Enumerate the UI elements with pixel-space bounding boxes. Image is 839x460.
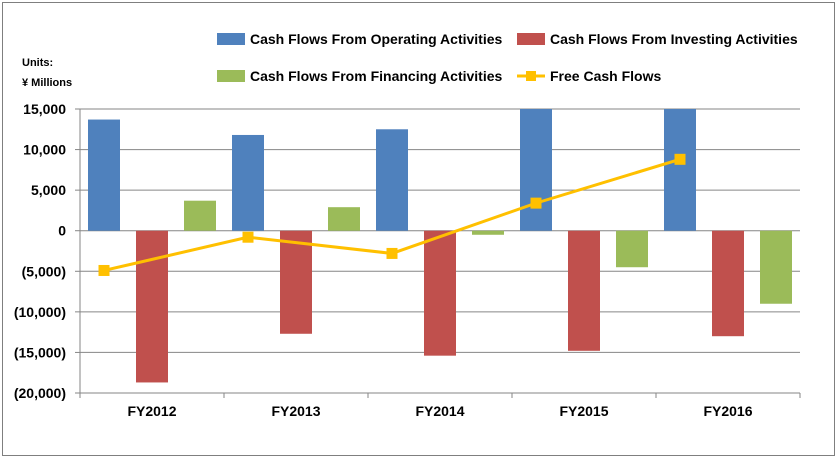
bar-financing xyxy=(472,230,504,235)
legend-item-investing: Cash Flows From Investing Activities xyxy=(517,31,798,47)
free-cash-flow-point xyxy=(98,264,110,276)
x-axis: FY2012 FY2013 FY2014 FY2015 FY2016 xyxy=(79,392,801,419)
free-cash-flow-line xyxy=(98,153,686,276)
x-tick-label: FY2014 xyxy=(415,403,464,419)
free-cash-flow-point xyxy=(386,247,398,259)
y-tick-label: 0 xyxy=(58,223,66,239)
legend-swatch-investing xyxy=(517,33,545,45)
bar-operating xyxy=(376,129,408,231)
legend-swatch-financing xyxy=(217,70,245,82)
bar-investing xyxy=(280,230,312,334)
legend-swatch-operating xyxy=(217,33,245,45)
y-tick-label: (20,000) xyxy=(14,385,66,401)
legend-label-free-cash-flows: Free Cash Flows xyxy=(550,68,661,84)
legend-label-financing: Cash Flows From Financing Activities xyxy=(250,68,503,84)
bar-financing xyxy=(760,230,792,304)
bar-investing xyxy=(712,230,744,337)
bar-investing xyxy=(568,230,600,351)
units-label: Units: xyxy=(22,57,53,69)
bar-operating xyxy=(232,134,264,231)
y-tick-label: (5,000) xyxy=(22,263,66,279)
legend-marker-free-cash-flows xyxy=(526,71,536,81)
x-tick-label: FY2015 xyxy=(559,403,608,419)
bar-investing xyxy=(424,230,456,356)
legend-label-operating: Cash Flows From Operating Activities xyxy=(250,31,503,47)
legend-label-investing: Cash Flows From Investing Activities xyxy=(550,31,798,47)
free-cash-flow-point xyxy=(242,231,254,243)
bar-financing xyxy=(184,200,216,231)
bar-financing xyxy=(616,230,648,268)
bars xyxy=(88,109,792,383)
free-cash-flow-point xyxy=(530,197,542,209)
bar-operating xyxy=(664,109,696,231)
x-tick-label: FY2016 xyxy=(703,403,752,419)
y-tick-label: (10,000) xyxy=(14,304,66,320)
legend: Cash Flows From Operating Activities Cas… xyxy=(217,31,798,84)
units-value: ¥ Millions xyxy=(22,77,72,89)
y-tick-label: 5,000 xyxy=(31,182,66,198)
x-tick-label: FY2012 xyxy=(127,403,176,419)
x-tick-label: FY2013 xyxy=(271,403,320,419)
bar-operating xyxy=(520,109,552,231)
y-tick-label: 10,000 xyxy=(23,142,66,158)
y-axis: 15,000 10,000 5,000 0 (5,000) (10,000) (15,000… xyxy=(14,101,81,401)
free-cash-flow-point xyxy=(674,153,686,165)
legend-item-operating: Cash Flows From Operating Activities xyxy=(217,31,503,47)
y-tick-label: (15,000) xyxy=(14,344,66,360)
bar-investing xyxy=(136,230,168,383)
legend-item-financing: Cash Flows From Financing Activities xyxy=(217,68,503,84)
bar-financing xyxy=(328,207,360,231)
bar-operating xyxy=(88,119,120,231)
y-tick-label: 15,000 xyxy=(23,101,66,117)
legend-item-free-cash-flows: Free Cash Flows xyxy=(517,68,661,84)
